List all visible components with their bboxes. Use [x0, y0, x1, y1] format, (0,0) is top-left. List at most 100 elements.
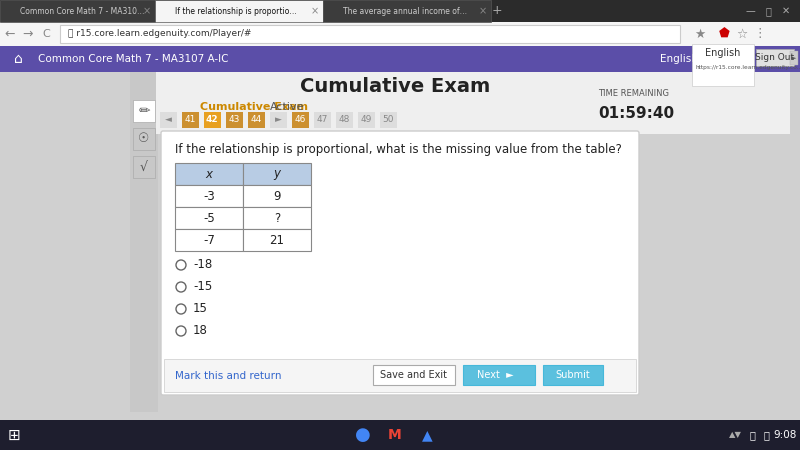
Bar — [380, 112, 397, 128]
Text: —: — — [745, 6, 755, 16]
Text: ←: ← — [5, 27, 15, 40]
Text: M: M — [388, 428, 402, 442]
Bar — [60, 25, 680, 43]
Bar — [243, 163, 311, 185]
Bar — [175, 229, 243, 251]
Bar — [756, 49, 794, 66]
Bar — [0, 420, 800, 450]
Text: ☉: ☉ — [138, 132, 150, 145]
Text: 18: 18 — [193, 324, 208, 338]
Text: ×: × — [143, 6, 151, 16]
Text: C: C — [42, 29, 50, 39]
Text: ►: ► — [274, 116, 282, 125]
Text: Active: Active — [270, 102, 305, 112]
Text: 50: 50 — [382, 116, 394, 125]
Text: If the relationship is proportional, what is the missing value from the table?: If the relationship is proportional, wha… — [175, 143, 622, 156]
Bar — [175, 207, 243, 229]
Text: →: → — [22, 27, 34, 40]
Text: √: √ — [140, 161, 148, 174]
Text: 21: 21 — [270, 234, 285, 247]
Bar — [164, 359, 636, 392]
Bar — [692, 44, 754, 86]
Text: Cumulative Exam: Cumulative Exam — [200, 102, 308, 112]
Text: Mark this and return: Mark this and return — [175, 371, 282, 381]
Text: 📶: 📶 — [763, 430, 769, 440]
Bar — [243, 207, 311, 229]
Text: Cumulative Exam: Cumulative Exam — [300, 76, 490, 95]
Bar — [0, 46, 800, 72]
Text: 49: 49 — [360, 116, 372, 125]
Text: The average annual income of…: The average annual income of… — [343, 6, 467, 15]
Bar — [323, 0, 491, 22]
Text: ►: ► — [791, 55, 797, 61]
Bar — [175, 185, 243, 207]
Bar — [292, 112, 309, 128]
Bar — [0, 22, 800, 46]
Text: Save and Exit: Save and Exit — [381, 370, 447, 380]
Bar — [0, 0, 800, 22]
Text: ?: ? — [274, 212, 280, 225]
Bar — [160, 112, 177, 128]
Text: English: English — [660, 54, 698, 64]
Text: ✏: ✏ — [138, 104, 150, 118]
Text: ✕: ✕ — [782, 6, 790, 16]
Bar — [270, 112, 287, 128]
Text: If the relationship is proportio…: If the relationship is proportio… — [175, 6, 297, 15]
Bar — [130, 72, 158, 412]
Bar — [314, 112, 331, 128]
Text: ●: ● — [355, 426, 371, 444]
Bar — [182, 112, 199, 128]
Text: TIME REMAINING: TIME REMAINING — [598, 90, 669, 99]
Text: 47: 47 — [316, 116, 328, 125]
Text: ▲: ▲ — [422, 428, 432, 442]
Text: ◄: ◄ — [165, 116, 171, 125]
Bar — [248, 112, 265, 128]
Text: ★: ★ — [694, 27, 706, 40]
Text: -5: -5 — [203, 212, 215, 225]
Text: 41: 41 — [184, 116, 196, 125]
Text: Common Core Math 7 - MA310…: Common Core Math 7 - MA310… — [20, 6, 145, 15]
Text: y: y — [274, 167, 281, 180]
Text: 9: 9 — [274, 189, 281, 202]
Text: 43: 43 — [228, 116, 240, 125]
Bar — [463, 365, 535, 385]
Bar — [133, 128, 155, 150]
Text: 42: 42 — [206, 116, 218, 125]
Text: 01:59:40: 01:59:40 — [598, 107, 674, 122]
Text: https://r15.core.learn.edgenuity.co…: https://r15.core.learn.edgenuity.co… — [695, 66, 800, 71]
Text: ⌂: ⌂ — [14, 52, 22, 66]
Bar — [155, 0, 323, 22]
Text: 🔒 r15.core.learn.edgenuity.com/Player/#: 🔒 r15.core.learn.edgenuity.com/Player/# — [68, 30, 251, 39]
Text: ⬜: ⬜ — [765, 6, 771, 16]
Text: ▲▼: ▲▼ — [729, 431, 742, 440]
Text: x: x — [206, 167, 213, 180]
Bar — [204, 112, 221, 128]
Text: -7: -7 — [203, 234, 215, 247]
FancyBboxPatch shape — [161, 131, 639, 395]
Text: Submit: Submit — [556, 370, 590, 380]
Bar — [133, 156, 155, 178]
Text: 44: 44 — [250, 116, 262, 125]
Bar — [336, 112, 353, 128]
Bar — [790, 51, 798, 65]
Text: ×: × — [479, 6, 487, 16]
Text: -3: -3 — [203, 189, 215, 202]
Bar — [358, 112, 375, 128]
Text: ⬟: ⬟ — [718, 27, 730, 40]
Text: 🔊: 🔊 — [749, 430, 755, 440]
Bar — [133, 100, 155, 122]
Text: Sign Out: Sign Out — [755, 53, 794, 62]
Text: ⊞: ⊞ — [8, 428, 20, 442]
Text: -18: -18 — [193, 258, 212, 271]
Bar — [0, 0, 155, 22]
Bar — [543, 365, 603, 385]
Text: Common Core Math 7 - MA3107 A-IC: Common Core Math 7 - MA3107 A-IC — [38, 54, 229, 64]
Bar — [373, 365, 455, 385]
Text: English: English — [706, 48, 741, 58]
Text: 48: 48 — [338, 116, 350, 125]
Bar — [226, 112, 243, 128]
Text: ×: × — [311, 6, 319, 16]
Text: +: + — [492, 4, 502, 18]
Text: ⋮: ⋮ — [754, 27, 766, 40]
Text: -15: -15 — [193, 280, 212, 293]
